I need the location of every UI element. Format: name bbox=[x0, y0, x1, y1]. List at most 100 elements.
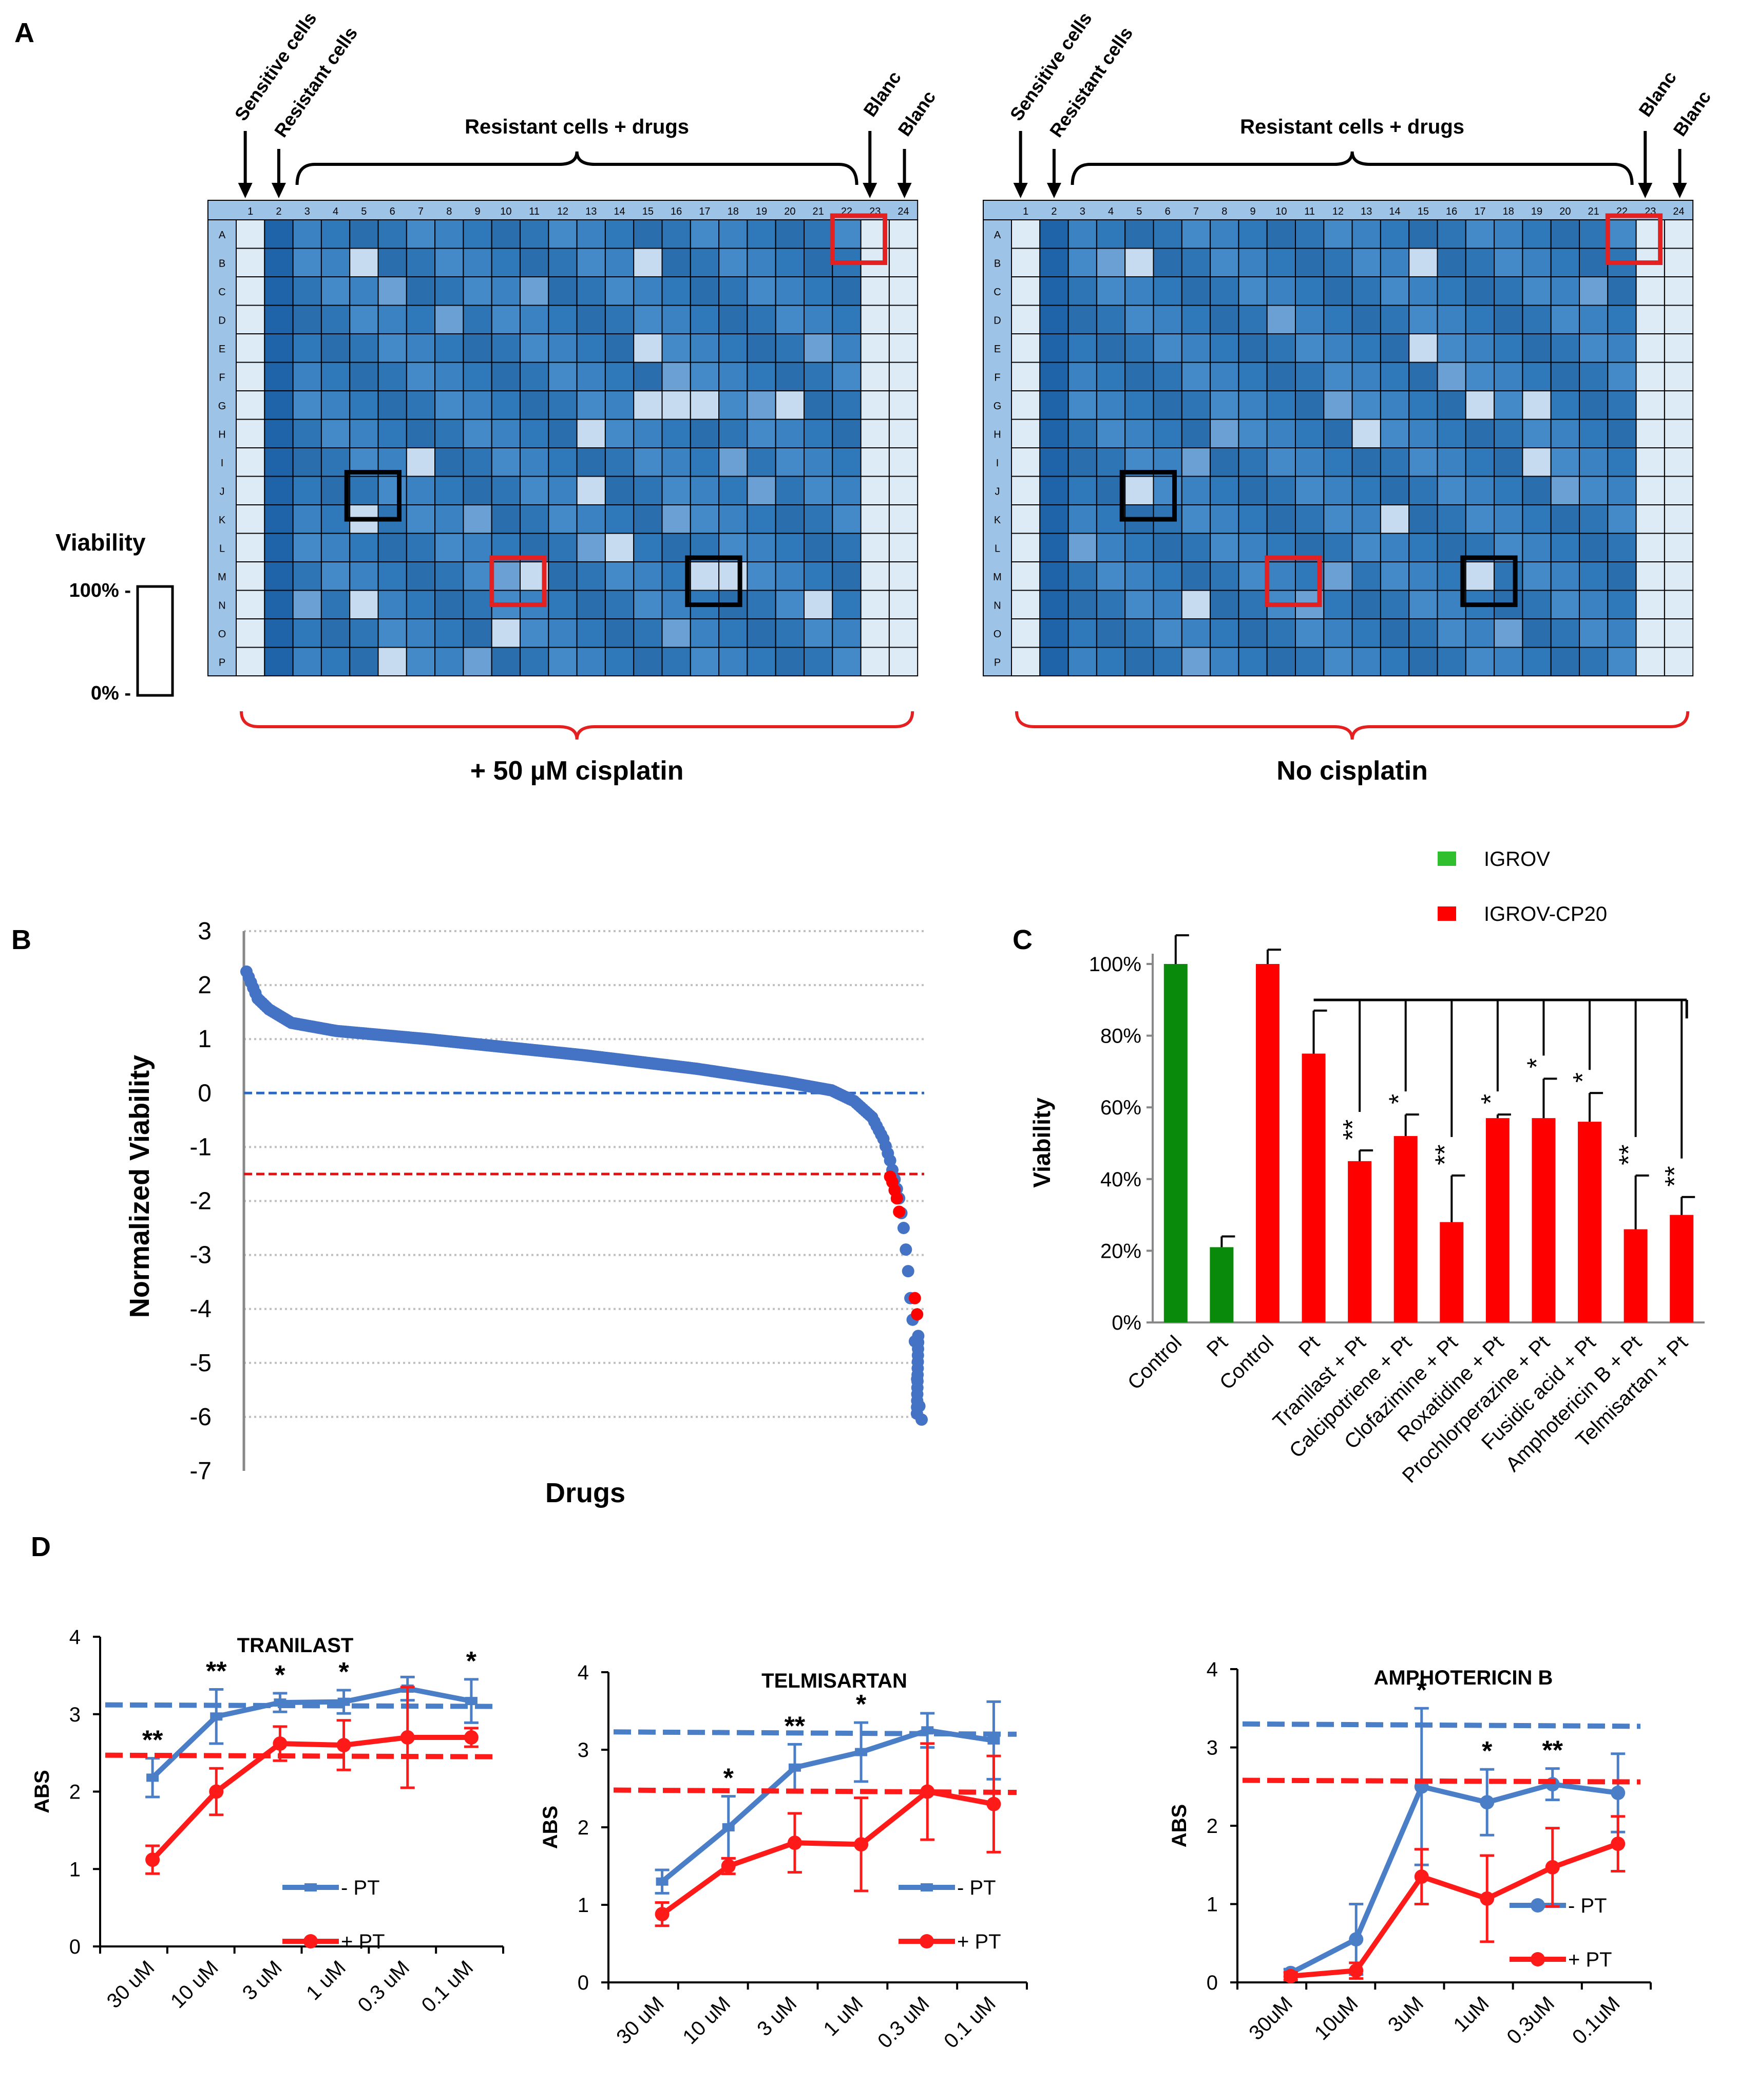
plate-well bbox=[1238, 219, 1268, 249]
plate-well bbox=[463, 533, 492, 562]
plate-well bbox=[1067, 447, 1097, 477]
plate-well bbox=[406, 476, 436, 505]
panel-a-plates: 1 2 3 4 5 6 7 8 9 10 11 12 13 14 15 16 17 18 19 20 21 22 23 24A… bbox=[55, 8, 1715, 786]
plate-well bbox=[1664, 248, 1694, 277]
hit-well-red-box bbox=[489, 555, 547, 608]
plate-well bbox=[1465, 390, 1495, 420]
data-marker bbox=[274, 1698, 287, 1707]
plate-well bbox=[292, 447, 322, 477]
plate-well bbox=[604, 476, 635, 505]
plate-well bbox=[548, 419, 578, 448]
plate-well bbox=[1210, 305, 1239, 334]
plate-row-label: A bbox=[219, 230, 226, 241]
plate-well bbox=[406, 618, 436, 648]
plate-well bbox=[604, 390, 635, 420]
x-tick-label: 30uM bbox=[1245, 1992, 1297, 2045]
plate-well bbox=[832, 476, 862, 505]
bar bbox=[1255, 964, 1279, 1322]
plate-well bbox=[860, 419, 890, 448]
plate-well bbox=[1664, 533, 1694, 562]
plate-well bbox=[292, 618, 322, 648]
plate-well bbox=[236, 390, 265, 420]
plate-well bbox=[520, 447, 549, 477]
plate-well bbox=[1437, 647, 1466, 676]
plate-well bbox=[747, 419, 776, 448]
plate-col-label: 7 bbox=[418, 206, 424, 217]
plate-well bbox=[1522, 561, 1552, 591]
plate-well bbox=[520, 248, 549, 277]
plate-well bbox=[1494, 362, 1523, 391]
plate-well bbox=[1266, 276, 1296, 306]
plate-well bbox=[1607, 533, 1637, 562]
plate-well bbox=[1494, 618, 1523, 648]
plate-well bbox=[1607, 276, 1637, 306]
plate-row-label: N bbox=[994, 600, 1001, 612]
arrow-blanc-2-head bbox=[1672, 183, 1687, 198]
plate-well bbox=[1181, 390, 1211, 420]
plate-well bbox=[377, 219, 407, 249]
plate-well bbox=[775, 618, 805, 648]
plate-well bbox=[1096, 248, 1126, 277]
plate-well bbox=[1295, 248, 1325, 277]
plate-well bbox=[377, 248, 407, 277]
plate-row-label: J bbox=[220, 486, 225, 498]
plate-well bbox=[804, 533, 833, 562]
plate-well bbox=[377, 305, 407, 334]
plate-well bbox=[860, 476, 890, 505]
plate-well bbox=[576, 447, 606, 477]
plate-well bbox=[1635, 618, 1665, 648]
plate-well bbox=[320, 248, 351, 277]
plate-well bbox=[1153, 533, 1182, 562]
plate-well bbox=[1238, 561, 1268, 591]
significance-marker: * bbox=[1476, 1094, 1506, 1104]
plate-well bbox=[1210, 219, 1239, 249]
plate-well bbox=[236, 419, 265, 448]
plate-well bbox=[520, 333, 549, 363]
plate-well bbox=[434, 618, 464, 648]
plate-well bbox=[349, 647, 379, 676]
plate-well bbox=[1295, 362, 1325, 391]
plate-well bbox=[1067, 533, 1097, 562]
plate-well bbox=[491, 504, 521, 534]
plate-well bbox=[1408, 447, 1438, 477]
bar bbox=[1393, 1136, 1418, 1322]
plate-well bbox=[1465, 647, 1495, 676]
plate-col-label: 14 bbox=[614, 206, 625, 217]
plate-well bbox=[1124, 419, 1154, 448]
plate-well bbox=[1039, 390, 1069, 420]
x-tick-label: Control bbox=[1123, 1331, 1186, 1394]
plate-well bbox=[718, 504, 748, 534]
drug-point bbox=[897, 1222, 910, 1235]
plate-well bbox=[548, 333, 578, 363]
plate-well bbox=[690, 618, 720, 648]
label-blanc-2: Blanc bbox=[1669, 87, 1715, 140]
data-marker bbox=[1480, 1795, 1495, 1810]
plate-well bbox=[292, 219, 322, 249]
plate-well bbox=[1494, 447, 1523, 477]
plate-well bbox=[1408, 647, 1438, 676]
plate-well bbox=[690, 333, 720, 363]
plate-well bbox=[1096, 219, 1126, 249]
plate-well bbox=[406, 362, 436, 391]
plate-well bbox=[1210, 362, 1239, 391]
plate-row-label: I bbox=[996, 458, 999, 469]
hit-well-red-box bbox=[1265, 555, 1322, 608]
plate-well bbox=[320, 219, 351, 249]
plate-well bbox=[661, 305, 691, 334]
plate-well bbox=[718, 647, 748, 676]
plate-well bbox=[1550, 561, 1580, 591]
plate-row-label: J bbox=[995, 486, 1000, 498]
plate-well bbox=[1607, 333, 1637, 363]
y-tick-label: 0 bbox=[69, 1936, 81, 1958]
plate-well bbox=[1408, 476, 1438, 505]
bar bbox=[1302, 1053, 1326, 1322]
plate-well bbox=[804, 333, 833, 363]
plate-well bbox=[661, 362, 691, 391]
plate-well bbox=[1039, 248, 1069, 277]
baseline-minus-pt bbox=[1242, 1721, 1641, 1729]
plate-well bbox=[1351, 390, 1381, 420]
plate-well bbox=[1096, 362, 1126, 391]
plate-well bbox=[1607, 647, 1637, 676]
plate-well bbox=[576, 276, 606, 306]
plate-well bbox=[1238, 476, 1268, 505]
